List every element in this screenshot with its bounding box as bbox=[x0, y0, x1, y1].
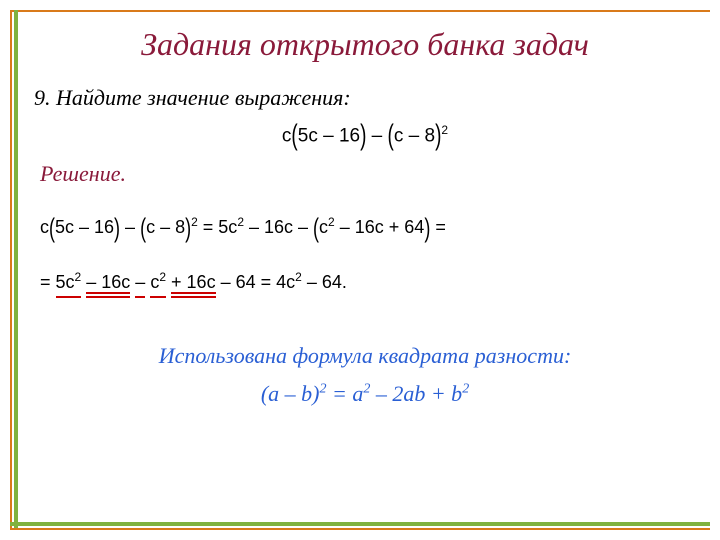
expr-lparen2: ( bbox=[388, 121, 394, 154]
problem-text: Найдите значение выражения: bbox=[56, 85, 351, 110]
s1-p2: ( bbox=[49, 213, 55, 245]
s2-term3: c2 bbox=[150, 270, 166, 293]
expr-inner1: 5c – 16 bbox=[298, 125, 360, 146]
s1-p6: ( bbox=[140, 213, 146, 245]
f-p3: = a bbox=[326, 381, 363, 406]
s1-p14: c bbox=[319, 217, 328, 237]
expr-minus: – bbox=[366, 125, 387, 146]
s2-term3-sign: – bbox=[135, 272, 145, 293]
s1-p16: – 16c + 64 bbox=[335, 217, 425, 237]
border-top bbox=[10, 10, 710, 12]
formula: (a – b)2 = a2 – 2ab + b2 bbox=[30, 381, 700, 407]
s1-p5: – bbox=[120, 217, 140, 237]
slide-title: Задания открытого банка задач bbox=[30, 26, 700, 63]
s2-term4: + 16c bbox=[171, 272, 216, 293]
main-expression: c(5c – 16) – (c – 8)2 bbox=[30, 123, 700, 147]
f-p6: 2 bbox=[462, 382, 469, 397]
expr-rparen2: ) bbox=[435, 121, 441, 154]
formula-note: Использована формула квадрата разности: bbox=[60, 343, 670, 369]
s2-t3a: c bbox=[150, 272, 159, 292]
solution-step-1: c(5c – 16) – (c – 8)2 = 5c2 – 16c – (c2 … bbox=[40, 215, 700, 238]
s1-p10: = 5c bbox=[198, 217, 238, 237]
s2-t1a: 5c bbox=[56, 272, 75, 292]
s2-term1: 5c2 bbox=[56, 270, 82, 293]
border-bottom bbox=[10, 522, 710, 530]
s2-t3b: 2 bbox=[159, 270, 166, 284]
s1-p3: 5c – 16 bbox=[55, 217, 114, 237]
s1-p8: ) bbox=[185, 213, 191, 245]
solution-step-2: = 5c2 – 16c – c2 + 16c – 64 = 4c2 – 64. bbox=[40, 270, 700, 293]
s2-t1b: 2 bbox=[75, 270, 82, 284]
s1-p7: c – 8 bbox=[146, 217, 185, 237]
s2-term2: – 16c bbox=[86, 272, 130, 293]
border-left bbox=[10, 10, 18, 530]
s1-p15: 2 bbox=[328, 215, 335, 229]
s1-p12: – 16c – bbox=[244, 217, 313, 237]
problem-statement: 9. Найдите значение выражения: bbox=[34, 85, 700, 111]
s2-rest2: 2 bbox=[295, 270, 302, 284]
slide-content: Задания открытого банка задач 9. Найдите… bbox=[30, 20, 700, 515]
f-p1: (a – b) bbox=[261, 381, 320, 406]
s1-p1: c bbox=[40, 217, 49, 237]
solution-label: Решение. bbox=[40, 161, 700, 187]
s1-p13: ( bbox=[313, 213, 319, 245]
expr-c: c bbox=[282, 125, 292, 146]
s1-p9: 2 bbox=[191, 215, 198, 229]
expr-inner2: c – 8 bbox=[394, 125, 435, 146]
expr-exp: 2 bbox=[441, 123, 448, 137]
expr-lparen1: ( bbox=[291, 121, 297, 154]
s2-rest3: – 64. bbox=[302, 272, 347, 292]
expr-rparen1: ) bbox=[360, 121, 366, 154]
s2-eq: = bbox=[40, 272, 56, 292]
s1-p4: ) bbox=[114, 213, 120, 245]
s1-p18: = bbox=[430, 217, 446, 237]
s2-rest1: – 64 = 4c bbox=[216, 272, 296, 292]
problem-number: 9. bbox=[34, 85, 51, 110]
s1-p11: 2 bbox=[237, 215, 244, 229]
s1-p17: ) bbox=[424, 213, 430, 245]
f-p5: – 2ab + b bbox=[370, 381, 462, 406]
